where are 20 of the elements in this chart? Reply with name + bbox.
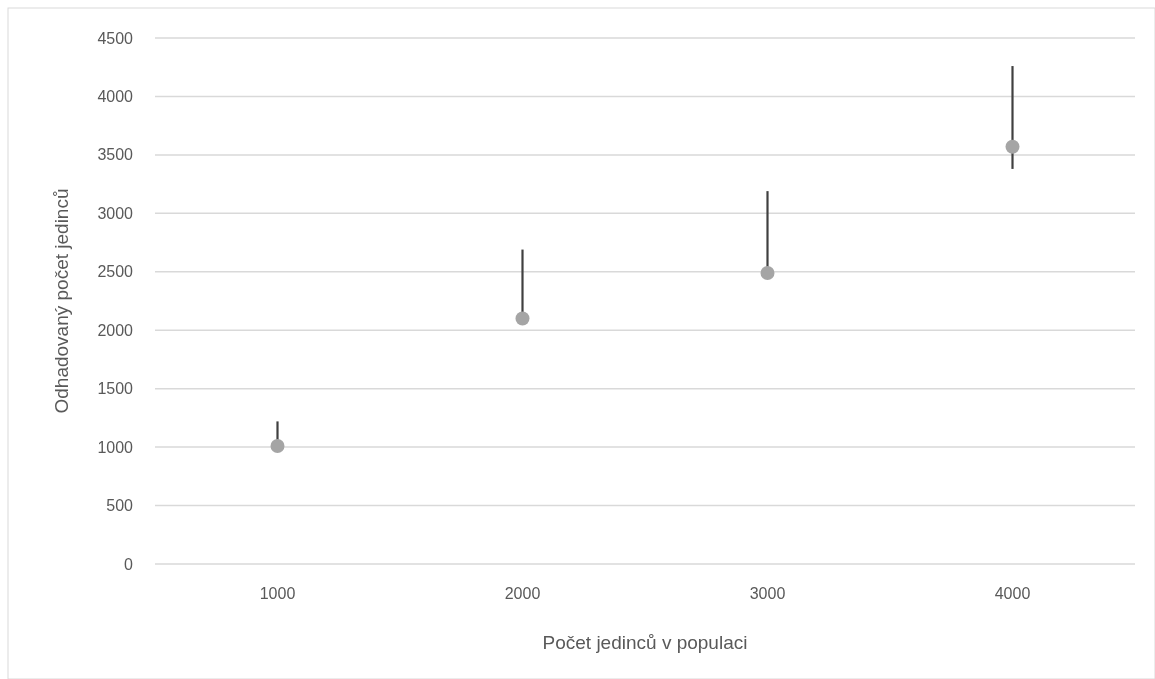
x-tick-label: 2000 xyxy=(504,585,541,602)
x-tick-label: 1000 xyxy=(259,585,296,602)
y-tick-label: 4500 xyxy=(97,29,134,47)
x-tick-label: 4000 xyxy=(994,585,1031,602)
y-tick-label: 1500 xyxy=(97,380,134,398)
y-tick-label: 1000 xyxy=(97,438,134,456)
y-tick-label: 0 xyxy=(124,555,134,573)
y-tick-label: 3000 xyxy=(97,204,134,222)
y-tick-label: 3500 xyxy=(97,146,134,164)
x-tick-label: 3000 xyxy=(749,585,786,602)
y-tick-label: 2000 xyxy=(97,321,134,339)
point xyxy=(270,438,285,453)
point xyxy=(760,265,775,280)
x-axis-title: Počet jedinců v populaci xyxy=(542,632,748,653)
y-tick-label: 4000 xyxy=(97,88,134,106)
point xyxy=(515,311,530,326)
point xyxy=(1005,139,1020,154)
y-axis-title: Odhadovaný počet jedinců xyxy=(51,188,72,414)
y-tick-label: 500 xyxy=(106,497,134,515)
y-tick-label: 2500 xyxy=(97,263,134,281)
